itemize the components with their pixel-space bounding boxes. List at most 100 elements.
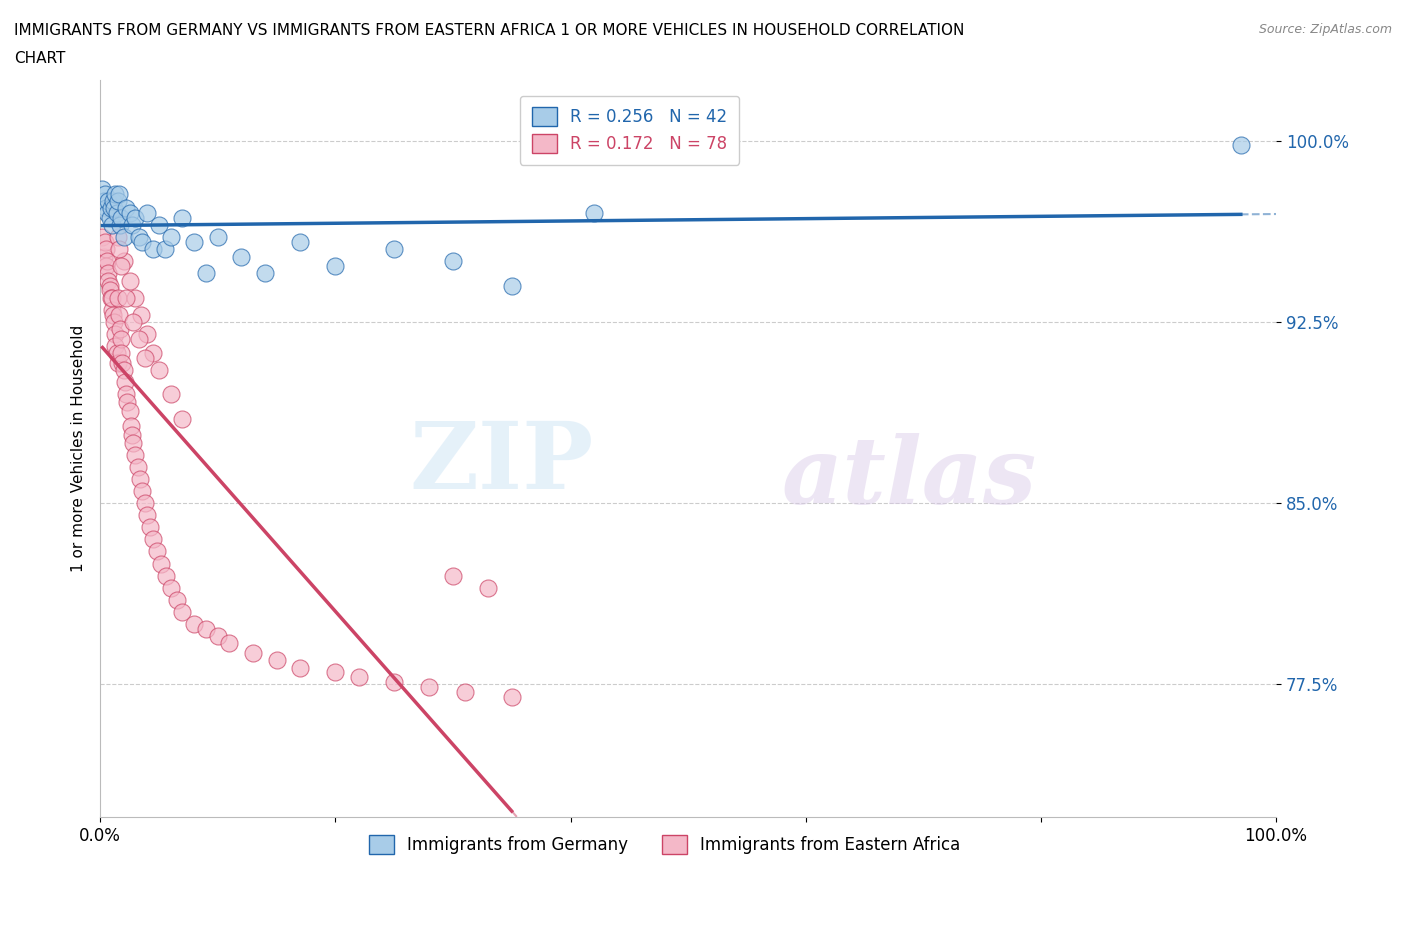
Point [121,218,143,232]
Point [382,242,405,257]
Point [288,234,311,249]
Y-axis label: 1 or more Vehicles in Household: 1 or more Vehicles in Household [72,326,86,572]
Point [583,206,606,220]
Point [94,234,117,249]
Point [172,210,194,225]
Point [105,346,128,361]
Point [142,242,165,257]
Point [112,363,135,378]
Point [153,242,176,257]
Point [207,230,229,245]
Point [107,355,129,370]
Point [134,351,156,365]
Point [98,283,121,298]
Point [96,254,118,269]
Point [110,210,132,225]
Point [131,234,153,249]
Point [477,580,499,595]
Point [115,201,138,216]
Point [93,193,115,208]
Point [93,249,115,264]
Point [1230,138,1253,153]
Point [100,201,122,216]
Point [183,617,205,631]
Point [134,496,156,511]
Point [129,307,152,322]
Point [418,680,440,695]
Point [183,234,205,249]
Point [101,193,124,208]
Point [100,290,122,305]
Point [97,266,120,281]
Point [266,653,288,668]
Point [121,428,143,443]
Point [453,684,475,699]
Text: atlas: atlas [782,433,1038,524]
Point [159,387,181,402]
Point [124,447,146,462]
Point [108,322,131,337]
Point [97,193,120,208]
Point [242,645,264,660]
Point [110,331,132,346]
Point [101,302,124,317]
Point [108,218,131,232]
Point [107,290,129,305]
Text: ZIP: ZIP [409,418,595,509]
Point [138,520,160,535]
Point [382,674,405,689]
Point [98,210,121,225]
Point [501,689,523,704]
Point [108,186,131,201]
Point [103,314,125,329]
Point [104,326,127,341]
Point [101,290,124,305]
Point [441,254,464,269]
Point [128,331,150,346]
Point [105,206,128,220]
Point [103,201,125,216]
Point [323,665,346,680]
Point [110,259,132,273]
Point [112,230,135,245]
Point [104,186,127,201]
Point [231,249,253,264]
Point [96,206,118,220]
Point [145,544,167,559]
Point [347,670,370,684]
Point [150,556,173,571]
Point [207,629,229,644]
Point [155,568,177,583]
Point [194,621,217,636]
Point [98,278,121,293]
Point [115,387,138,402]
Point [148,363,170,378]
Point [142,532,165,547]
Point [288,660,311,675]
Point [166,592,188,607]
Point [115,394,138,409]
Text: IMMIGRANTS FROM GERMANY VS IMMIGRANTS FROM EASTERN AFRICA 1 OR MORE VEHICLES IN : IMMIGRANTS FROM GERMANY VS IMMIGRANTS FR… [14,23,965,38]
Point [127,459,149,474]
Point [118,404,141,418]
Point [501,278,523,293]
Text: CHART: CHART [14,51,66,66]
Point [101,307,124,322]
Point [124,210,146,225]
Point [118,206,141,220]
Point [115,290,138,305]
Point [148,218,170,232]
Point [136,326,159,341]
Point [441,568,464,583]
Point [97,273,120,288]
Point [91,230,114,245]
Point [94,201,117,216]
Point [94,242,117,257]
Point [107,230,129,245]
Point [110,346,132,361]
Point [253,266,276,281]
Text: Source: ZipAtlas.com: Source: ZipAtlas.com [1258,23,1392,36]
Point [131,484,153,498]
Point [136,508,159,523]
Point [114,375,136,390]
